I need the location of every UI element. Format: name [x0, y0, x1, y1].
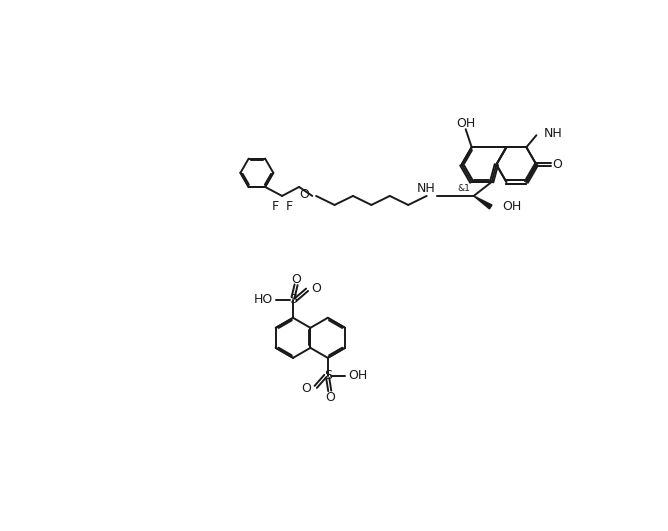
Text: OH: OH: [348, 370, 367, 382]
Text: O: O: [325, 391, 335, 404]
Text: F: F: [285, 200, 293, 213]
Text: HO: HO: [254, 293, 273, 306]
Text: F: F: [272, 200, 279, 213]
Polygon shape: [474, 196, 492, 209]
Text: S: S: [289, 293, 297, 306]
Text: S: S: [324, 370, 332, 382]
Text: &1: &1: [457, 184, 470, 193]
Text: NH: NH: [543, 127, 562, 140]
Text: O: O: [291, 273, 301, 286]
Text: OH: OH: [502, 201, 522, 213]
Text: OH: OH: [456, 117, 476, 130]
Text: O: O: [299, 188, 309, 201]
Text: O: O: [552, 158, 562, 171]
Text: O: O: [301, 382, 311, 395]
Text: O: O: [312, 282, 321, 295]
Text: NH: NH: [416, 182, 435, 195]
